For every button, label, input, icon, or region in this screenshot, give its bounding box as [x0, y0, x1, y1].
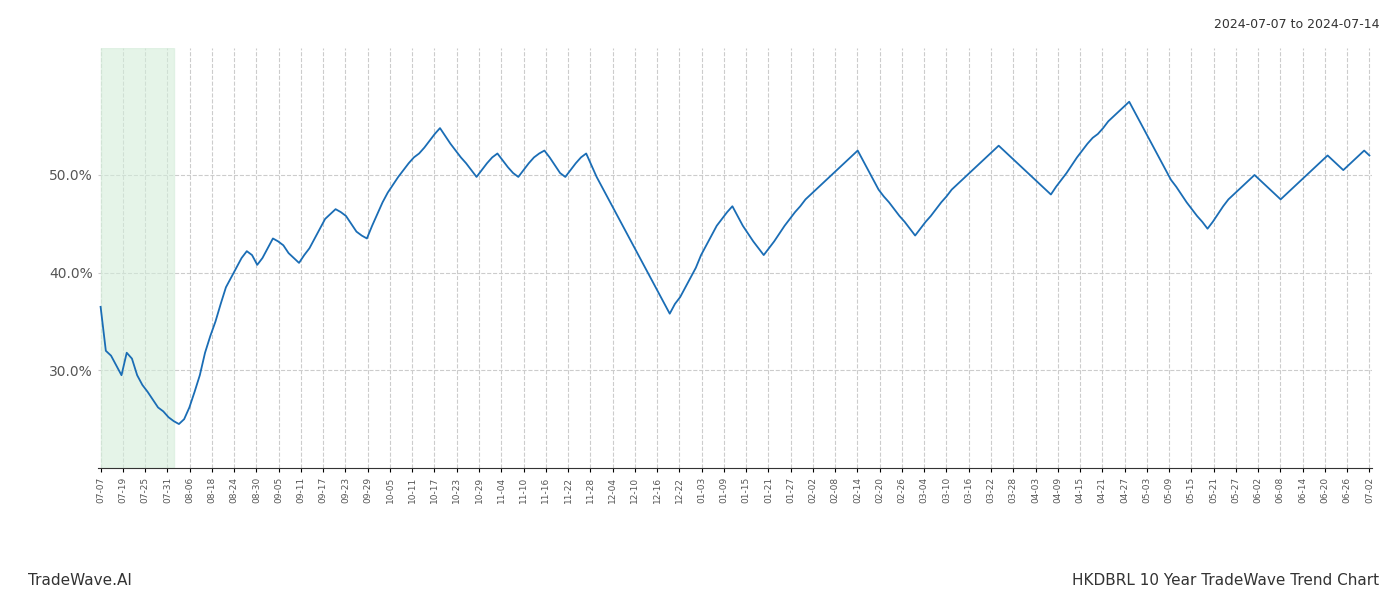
Text: TradeWave.AI: TradeWave.AI: [28, 573, 132, 588]
Bar: [101, 48, 174, 468]
Text: HKDBRL 10 Year TradeWave Trend Chart: HKDBRL 10 Year TradeWave Trend Chart: [1072, 573, 1379, 588]
Text: 2024-07-07 to 2024-07-14: 2024-07-07 to 2024-07-14: [1214, 18, 1379, 31]
